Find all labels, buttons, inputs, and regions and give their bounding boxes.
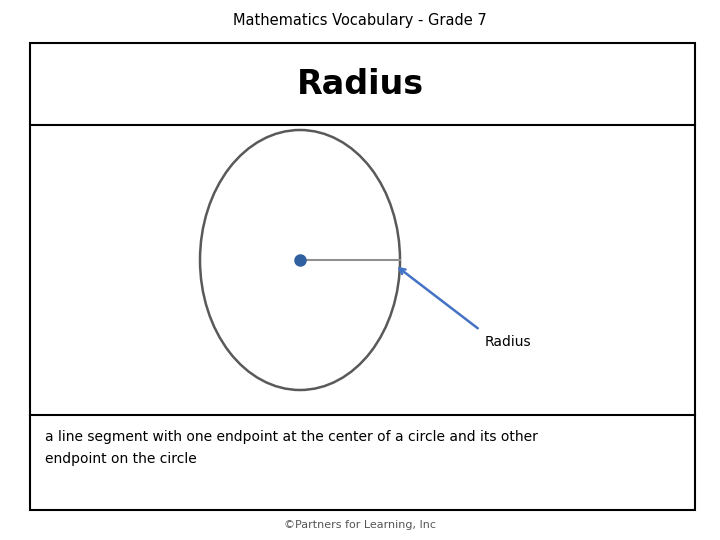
Text: ©Partners for Learning, Inc: ©Partners for Learning, Inc	[284, 520, 436, 530]
Text: Radius: Radius	[485, 335, 531, 349]
Text: Radius: Radius	[297, 68, 423, 100]
Ellipse shape	[200, 130, 400, 390]
Bar	[30, 43, 695, 510]
Text: Mathematics Vocabulary - Grade 7: Mathematics Vocabulary - Grade 7	[233, 12, 487, 28]
Text: a line segment with one endpoint at the center of a circle and its other
endpoin: a line segment with one endpoint at the …	[45, 430, 538, 465]
